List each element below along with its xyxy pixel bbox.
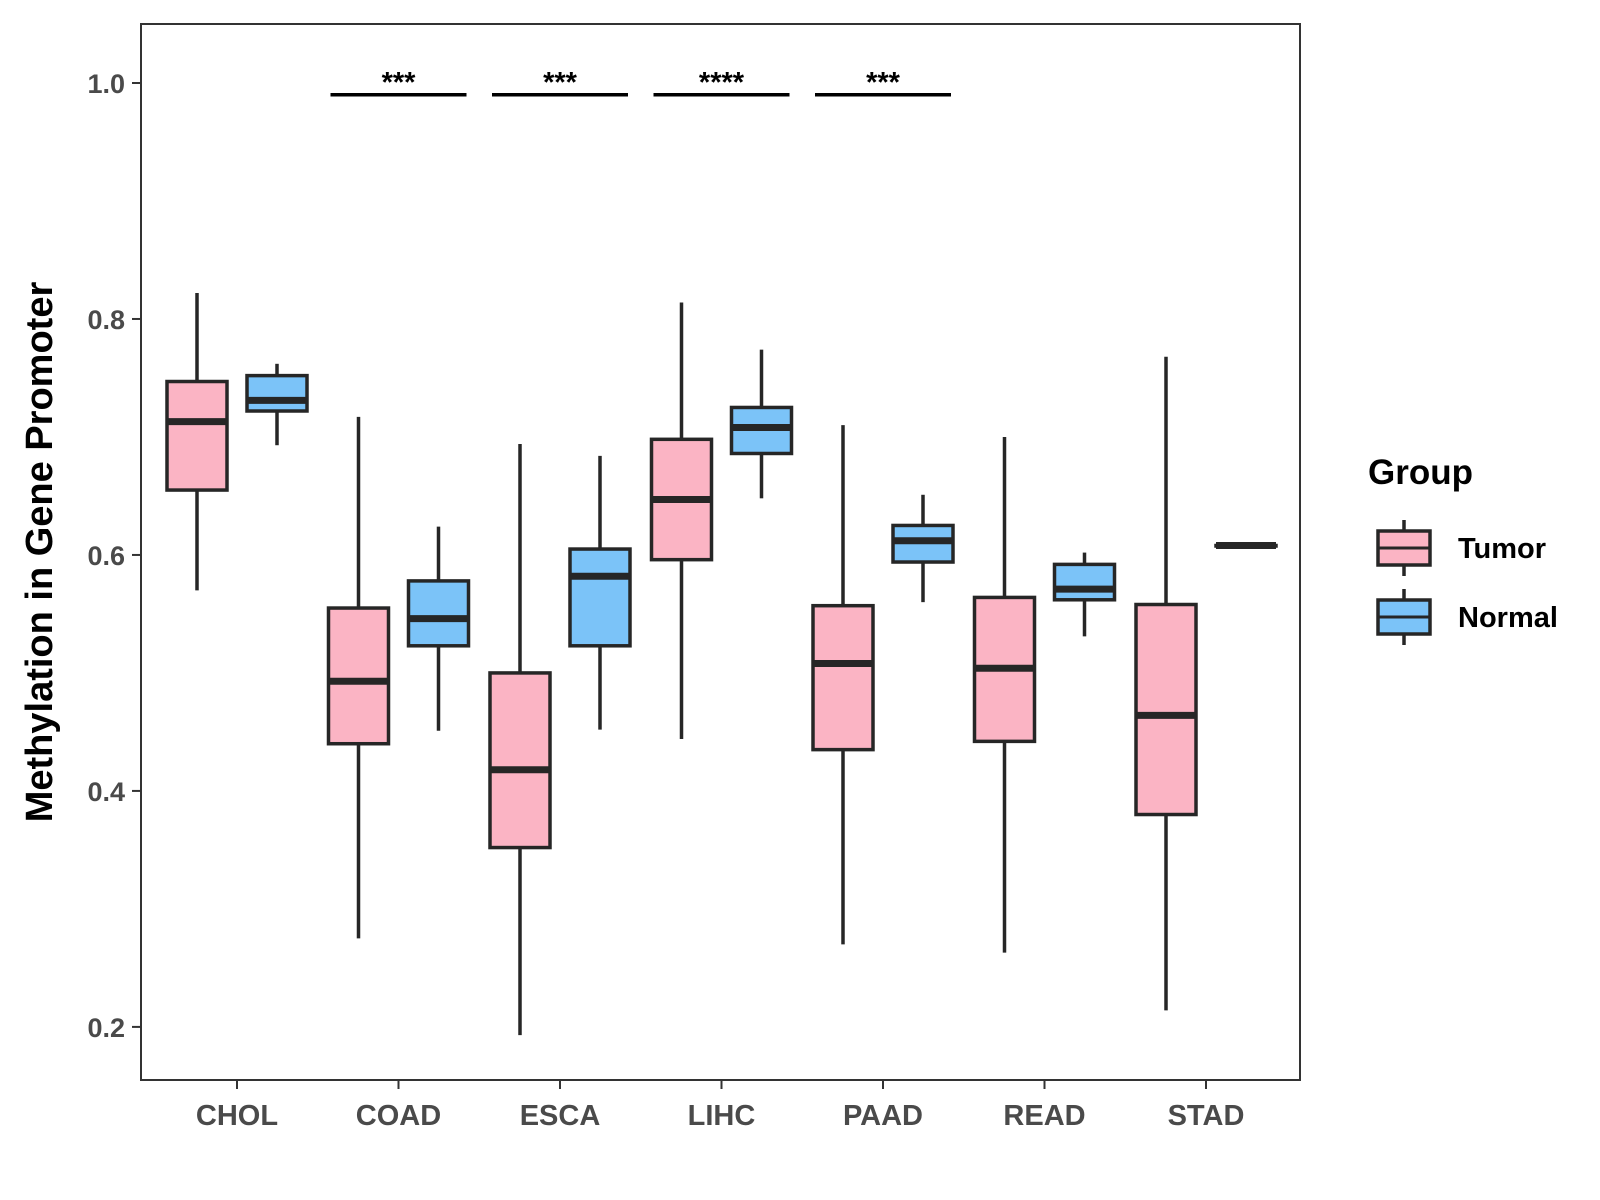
box-tumor-paad (811, 425, 875, 945)
boxes (165, 293, 1278, 1036)
y-axis: 0.2 0.4 0.6 0.8 1.0 (87, 69, 141, 1043)
x-tick-label-coad: COAD (356, 1100, 441, 1132)
box-body (245, 373, 309, 413)
box-normal-esca (568, 455, 632, 730)
box-body (1052, 562, 1117, 602)
x-tick-label-stad: STAD (1168, 1100, 1245, 1132)
box-tumor-esca (488, 444, 552, 1036)
y-tick-label: 1.0 (87, 69, 125, 99)
significance-label: *** (382, 67, 417, 99)
box-tumor-read (972, 436, 1037, 953)
box-body (406, 579, 471, 648)
x-tick-label-lihc: LIHC (688, 1100, 756, 1132)
box-body (811, 603, 875, 752)
box-body (1134, 602, 1198, 817)
box-tumor-stad (1134, 356, 1198, 1011)
box-tumor-coad (326, 416, 391, 939)
y-tick-label: 0.8 (87, 305, 125, 335)
box-body (488, 671, 552, 850)
box-body (165, 379, 229, 492)
y-axis-title: Methylation in Gene Promoter (19, 282, 61, 823)
box-tumor-chol (165, 293, 229, 591)
box-normal-chol (245, 363, 309, 446)
significance-label: *** (866, 67, 901, 99)
plot-panel (140, 23, 1301, 1081)
legend-entry-tumor: Tumor (1376, 520, 1546, 576)
box-normal-coad (406, 526, 471, 731)
significance-lihc: **** (653, 67, 790, 99)
significance-label: *** (543, 67, 578, 99)
box-normal-read (1052, 552, 1117, 637)
y-tick-label: 0.6 (87, 541, 125, 571)
box-body (326, 606, 391, 746)
significance-annotations: *** *** **** *** (330, 67, 951, 99)
legend-entry-normal: Normal (1376, 589, 1558, 645)
x-tick-label-chol: CHOL (196, 1100, 278, 1132)
legend-label: Normal (1458, 602, 1558, 634)
x-axis: CHOL COAD ESCA LIHC PAAD READ STAD (196, 1080, 1244, 1132)
box-tumor-lihc (649, 302, 714, 740)
significance-label: **** (699, 67, 745, 99)
box-normal-stad (1214, 542, 1278, 550)
significance-coad: *** (330, 67, 467, 99)
legend: Group Tumor Normal (1368, 453, 1558, 645)
x-tick-label-read: READ (1003, 1100, 1085, 1132)
y-tick-label: 0.2 (87, 1013, 125, 1043)
x-tick-label-paad: PAAD (843, 1100, 923, 1132)
y-tick-label: 0.4 (87, 777, 125, 807)
legend-label: Tumor (1458, 533, 1546, 565)
x-tick-label-esca: ESCA (520, 1100, 601, 1132)
box-normal-lihc (729, 349, 794, 499)
box-normal-paad (891, 494, 955, 603)
significance-esca: *** (492, 67, 628, 99)
box-body (568, 547, 632, 648)
significance-paad: *** (815, 67, 951, 99)
legend-title: Group (1368, 453, 1473, 492)
